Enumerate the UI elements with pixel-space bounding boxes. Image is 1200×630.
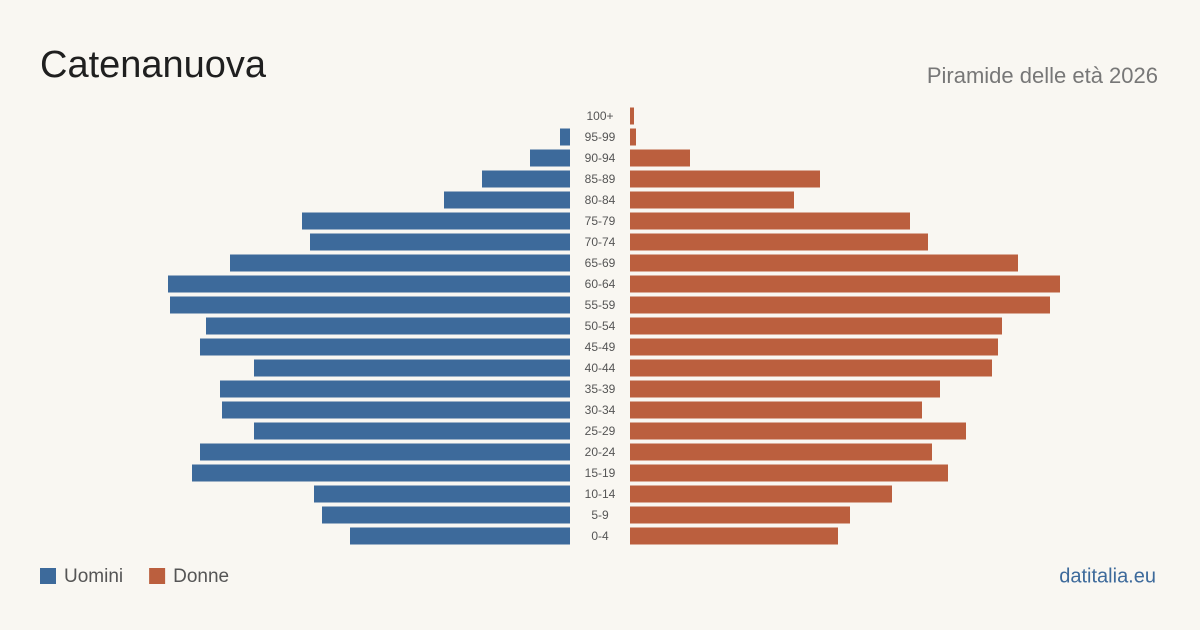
- bar: [630, 170, 820, 188]
- bar: [254, 422, 570, 440]
- age-label: 75-79: [585, 214, 616, 228]
- age-label: 50-54: [585, 319, 616, 333]
- bar: [222, 401, 570, 419]
- age-label: 45-49: [585, 340, 616, 354]
- bar: [630, 506, 850, 524]
- bar: [630, 401, 922, 419]
- age-label: 70-74: [585, 235, 616, 249]
- bar: [630, 149, 690, 167]
- bar: [322, 506, 570, 524]
- legend-label: Uomini: [64, 566, 123, 587]
- bar: [630, 233, 928, 251]
- chart-subtitle: Piramide delle età 2026: [927, 63, 1158, 88]
- age-label: 100+: [586, 109, 613, 123]
- bar: [444, 191, 570, 209]
- bar: [630, 128, 636, 146]
- bar: [170, 296, 570, 314]
- age-label: 30-34: [585, 403, 616, 417]
- age-label: 65-69: [585, 256, 616, 270]
- age-label: 0-4: [591, 529, 609, 543]
- age-label: 85-89: [585, 172, 616, 186]
- bar: [630, 107, 634, 125]
- bar: [220, 380, 570, 398]
- age-label: 40-44: [585, 361, 616, 375]
- bar: [630, 275, 1060, 293]
- age-label: 55-59: [585, 298, 616, 312]
- age-label: 25-29: [585, 424, 616, 438]
- bar: [482, 170, 570, 188]
- bar: [192, 464, 570, 482]
- bar: [200, 338, 570, 356]
- age-label: 10-14: [585, 487, 616, 501]
- age-label: 5-9: [591, 508, 609, 522]
- bar: [630, 296, 1050, 314]
- bar: [302, 212, 570, 230]
- bar: [630, 464, 948, 482]
- age-label: 95-99: [585, 130, 616, 144]
- chart-title: Catenanuova: [40, 44, 267, 86]
- bar: [630, 359, 992, 377]
- age-label: 80-84: [585, 193, 616, 207]
- age-label: 60-64: [585, 277, 616, 291]
- source: datitalia.eu: [1059, 565, 1156, 587]
- age-label: 90-94: [585, 151, 616, 165]
- bar: [254, 359, 570, 377]
- legend-label: Donne: [173, 566, 229, 587]
- bar: [630, 317, 1002, 335]
- bar: [630, 212, 910, 230]
- bar: [310, 233, 570, 251]
- bar: [206, 317, 570, 335]
- bar: [630, 191, 794, 209]
- bar: [314, 485, 570, 503]
- bar: [530, 149, 570, 167]
- legend-swatch: [149, 568, 166, 584]
- bar: [630, 254, 1018, 272]
- bar: [630, 338, 998, 356]
- age-label: 15-19: [585, 466, 616, 480]
- bar: [630, 527, 838, 545]
- age-label: 20-24: [585, 445, 616, 459]
- bar: [630, 485, 892, 503]
- bar: [560, 128, 570, 146]
- age-label: 35-39: [585, 382, 616, 396]
- bar: [630, 422, 966, 440]
- bar: [630, 380, 940, 398]
- bar: [230, 254, 570, 272]
- bar: [350, 527, 570, 545]
- bar: [630, 443, 932, 461]
- bar: [200, 443, 570, 461]
- legend-swatch: [40, 568, 56, 584]
- bar: [168, 275, 570, 293]
